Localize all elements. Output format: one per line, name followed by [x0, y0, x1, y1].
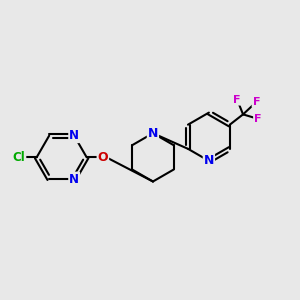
Text: F: F [254, 114, 262, 124]
Text: F: F [253, 97, 260, 107]
Text: N: N [69, 172, 79, 185]
Text: O: O [98, 151, 108, 164]
Text: N: N [148, 127, 158, 140]
Text: Cl: Cl [13, 151, 25, 164]
Text: N: N [69, 129, 79, 142]
Text: N: N [204, 154, 214, 167]
Text: F: F [233, 94, 241, 105]
